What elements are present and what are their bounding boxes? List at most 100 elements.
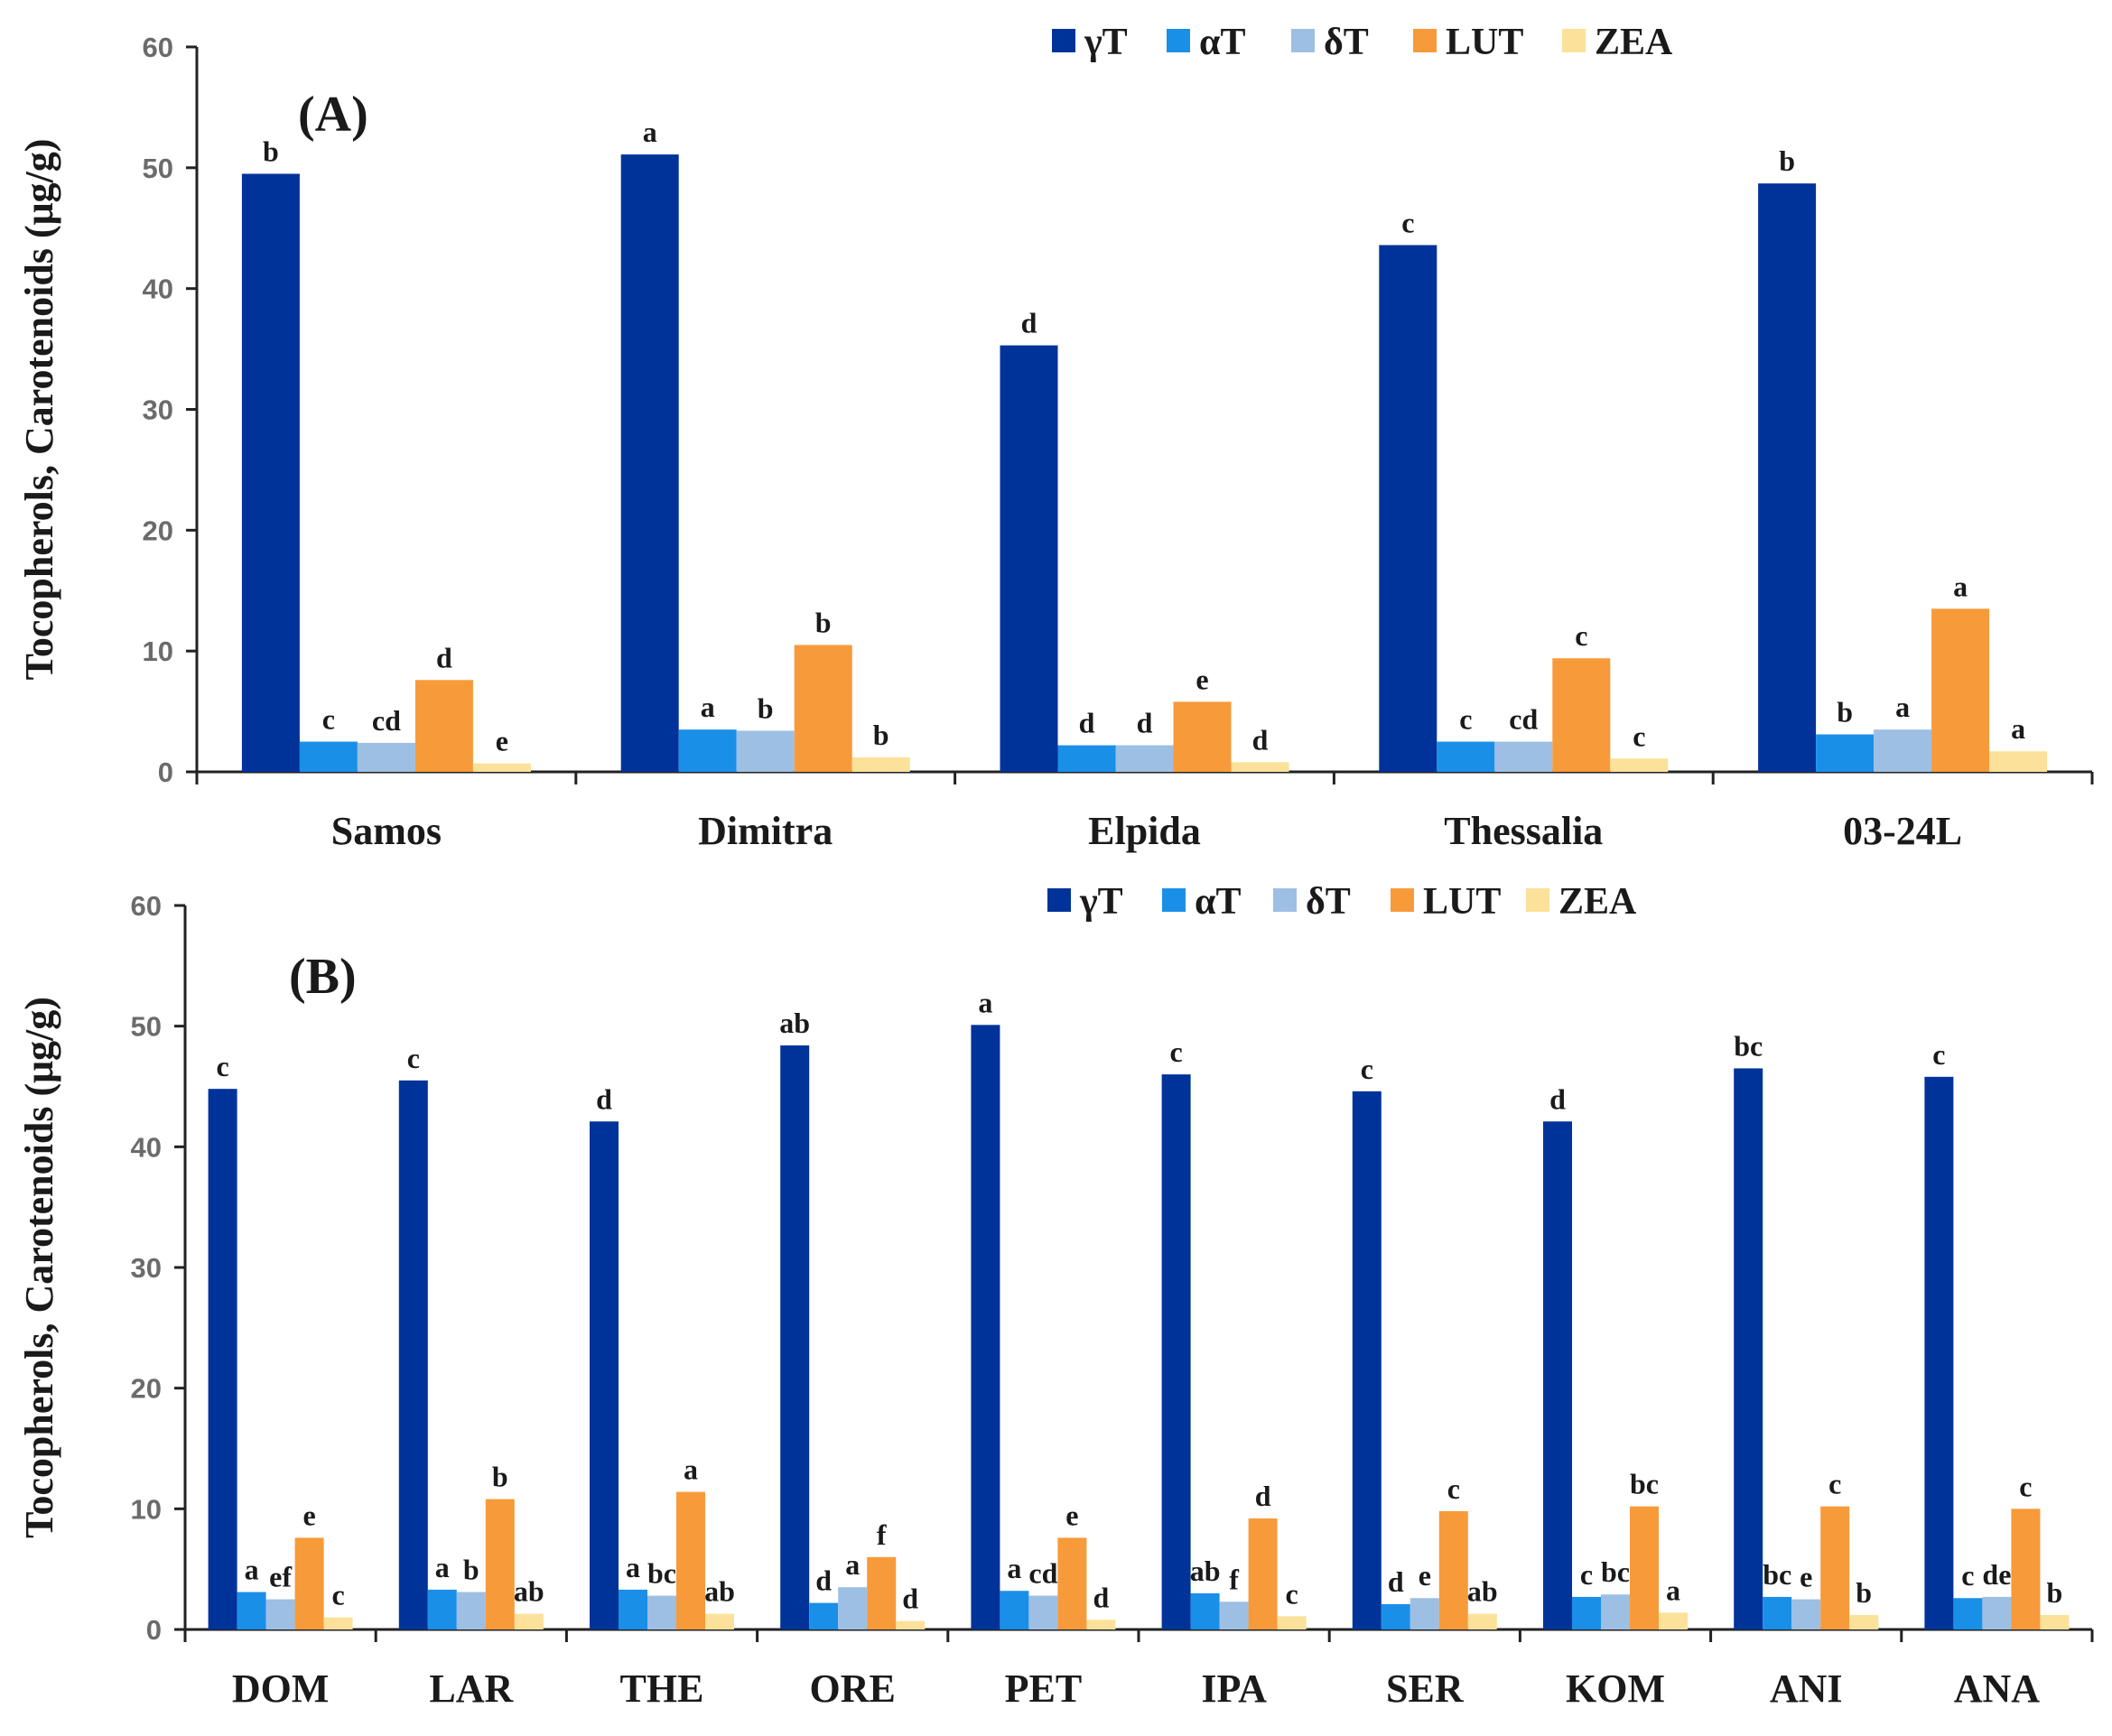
y-tick-label: 20 (131, 1373, 162, 1405)
bar-zea (1610, 758, 1669, 772)
bar-gt (1379, 245, 1437, 772)
significance-letter: bc (1734, 1029, 1763, 1062)
significance-letter: c (1401, 206, 1414, 238)
significance-letter: c (1633, 719, 1645, 752)
bar-lut (794, 645, 852, 772)
significance-letter: c (1285, 1577, 1298, 1610)
x-category-label: ORE (810, 1666, 896, 1711)
significance-letter: c (1447, 1472, 1460, 1505)
x-category-label: ANA (1954, 1666, 2041, 1711)
significance-letter: e (302, 1499, 315, 1531)
significance-letter: d (1079, 707, 1095, 739)
panel-label: (A) (298, 87, 368, 143)
bar-zea (1277, 1616, 1307, 1629)
significance-letter: d (596, 1082, 612, 1115)
significance-letter: a (435, 1551, 450, 1583)
significance-letter: b (1837, 696, 1853, 729)
bar-zea (1659, 1612, 1688, 1629)
significance-letter: d (1388, 1565, 1404, 1598)
bar-dt (1874, 729, 1932, 772)
y-tick-label: 40 (143, 274, 173, 305)
bar-gt (590, 1121, 619, 1629)
bar-dt (838, 1587, 868, 1629)
y-tick-label: 10 (131, 1493, 162, 1525)
bar-dt (357, 742, 415, 772)
significance-letter: bc (1630, 1468, 1659, 1500)
significance-letter: a (643, 116, 657, 148)
significance-letter: c (1575, 619, 1587, 652)
bar-zea (896, 1620, 926, 1629)
bar-zea (1849, 1614, 1879, 1629)
bar-zea (705, 1613, 734, 1629)
y-tick-label: 0 (146, 1614, 162, 1646)
significance-letter: d (1021, 307, 1037, 339)
bar-dt (1494, 741, 1553, 772)
bar-gt (1543, 1121, 1572, 1629)
bar-zea (514, 1613, 544, 1629)
significance-letter: b (815, 606, 832, 638)
significance-letter: ab (704, 1575, 735, 1608)
legend-label-at: αT (1195, 881, 1241, 923)
y-tick-label: 50 (143, 153, 173, 184)
bar-dt (265, 1599, 295, 1629)
significance-letter: de (1982, 1558, 2011, 1591)
significance-letter: ab (514, 1575, 544, 1608)
x-category-label: KOM (1566, 1666, 1665, 1711)
significance-letter: d (1255, 1480, 1271, 1512)
legend-swatch-gt (1047, 888, 1071, 912)
panel-label: (B) (289, 949, 357, 1005)
legend-label-gt: γT (1084, 22, 1128, 63)
significance-letter: f (877, 1518, 887, 1551)
bar-at (1816, 734, 1875, 772)
bar-gt (780, 1045, 810, 1629)
x-category-label: SER (1386, 1666, 1465, 1711)
bar-gt (971, 1025, 1000, 1629)
significance-letter: a (2011, 712, 2025, 745)
bar-dt (1791, 1599, 1821, 1629)
bar-gt (1924, 1076, 1954, 1629)
significance-letter: b (1779, 144, 1795, 177)
legend-swatch-at (1167, 29, 1190, 52)
bar-zea (472, 763, 531, 772)
legend-swatch-dt (1291, 29, 1315, 52)
significance-letter: a (1666, 1574, 1680, 1606)
bar-zea (1989, 751, 2048, 772)
significance-letter: a (1007, 1552, 1021, 1584)
legend-label-lut: LUT (1446, 22, 1523, 63)
bar-gt (208, 1089, 237, 1629)
significance-letter: f (1229, 1563, 1239, 1595)
legend-swatch-zea (1526, 888, 1549, 912)
y-tick-label: 10 (143, 636, 173, 667)
y-tick-label: 0 (158, 757, 173, 788)
significance-letter: cd (1028, 1557, 1057, 1590)
x-category-label: Samos (331, 809, 442, 853)
y-tick-label: 40 (131, 1131, 162, 1163)
x-category-label: THE (620, 1666, 704, 1711)
x-category-label: Thessalia (1444, 809, 1603, 853)
y-axis-title: Tocopherols, Carotenoids (μg/g) (17, 139, 61, 681)
bar-gt (1000, 345, 1058, 772)
y-tick-label: 30 (143, 395, 173, 426)
x-category-label: 03-24L (1843, 809, 1962, 853)
y-tick-label: 50 (131, 1011, 162, 1043)
bar-lut (485, 1499, 515, 1629)
significance-letter: d (1137, 707, 1153, 739)
bar-dt (456, 1592, 486, 1629)
x-category-label: ANI (1770, 1666, 1843, 1711)
significance-letter: d (1252, 723, 1269, 756)
bar-at (619, 1589, 647, 1629)
legend-label-lut: LUT (1423, 881, 1501, 923)
bar-lut (1438, 1511, 1468, 1629)
significance-letter: ab (1190, 1555, 1221, 1587)
bar-dt (647, 1595, 676, 1629)
significance-letter: e (1419, 1559, 1431, 1592)
x-category-label: DOM (232, 1666, 330, 1711)
significance-letter: e (496, 725, 508, 757)
bar-lut (294, 1537, 324, 1629)
significance-letter: c (216, 1050, 228, 1082)
bar-lut (414, 680, 473, 772)
bar-at (1057, 745, 1116, 772)
x-category-label: IPA (1201, 1666, 1267, 1711)
legend-label-at: αT (1199, 22, 1245, 63)
